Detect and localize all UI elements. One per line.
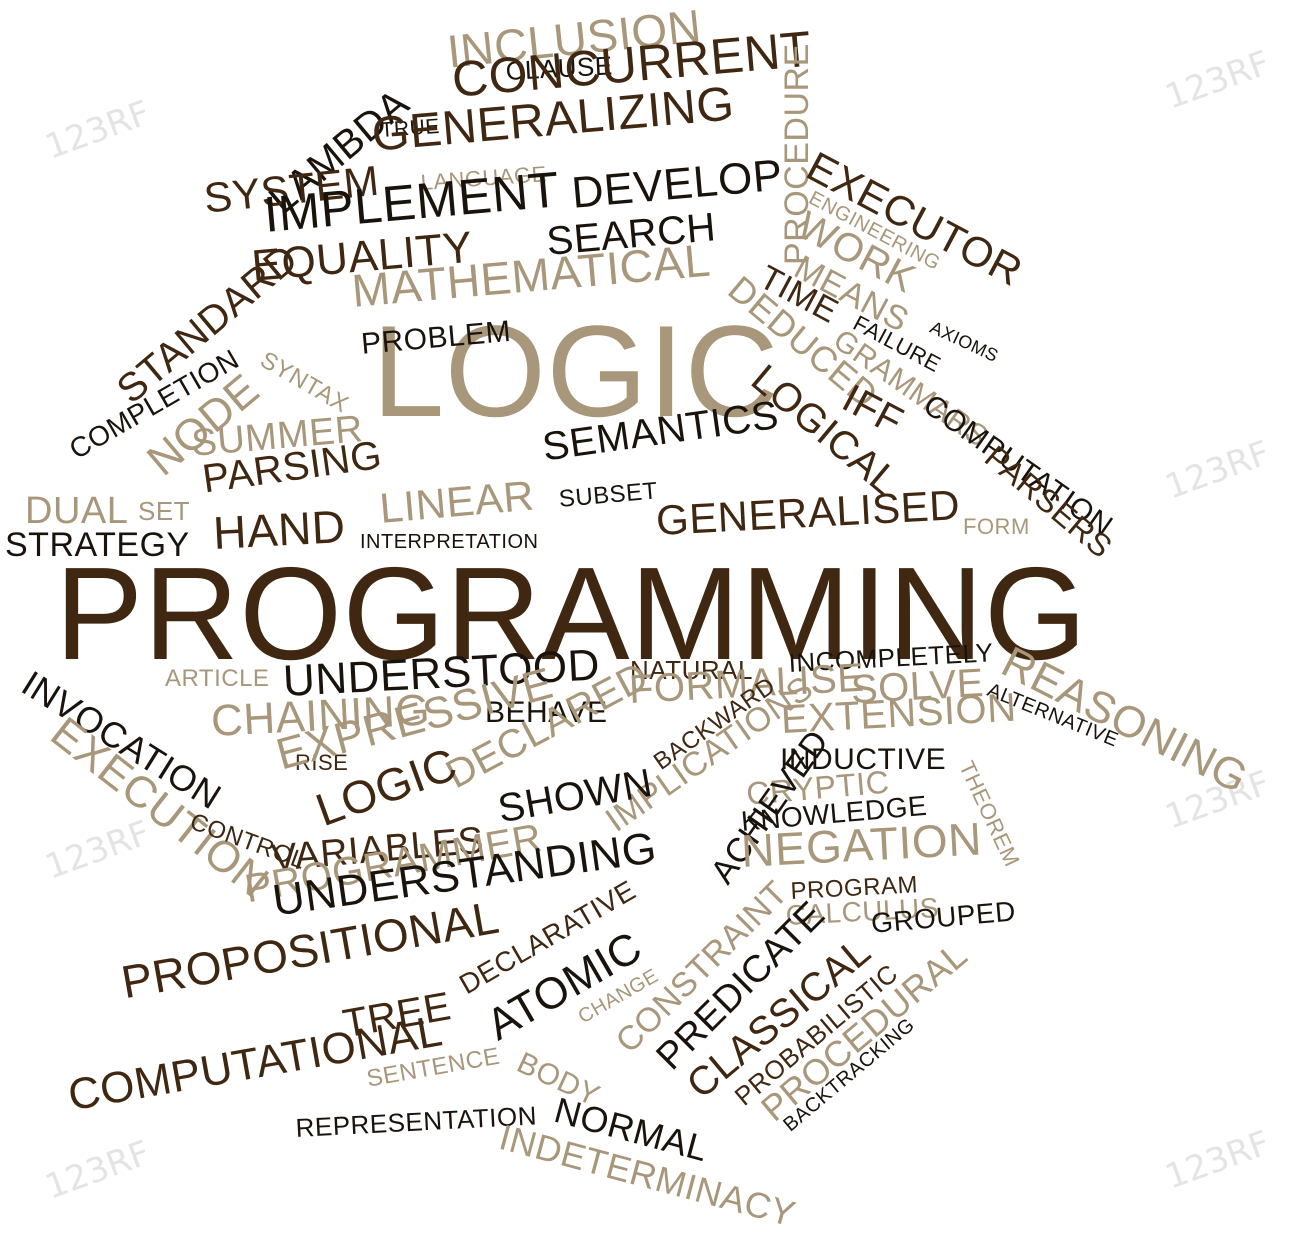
word-develop: DEVELOP (569, 150, 785, 218)
watermark-logo: 123RF (40, 813, 156, 888)
word-rise: RISE (295, 750, 349, 775)
word-behave: BEHAVE (485, 696, 608, 729)
word-interpretation: INTERPRETATION (360, 531, 539, 553)
word-logic: LOGIC (372, 298, 780, 444)
word-form: FORM (963, 514, 1030, 539)
word-dual: DUAL (25, 490, 129, 532)
word-reasoning: REASONING (994, 637, 1256, 803)
word-strategy: STRATEGY (5, 526, 190, 564)
word-inductive: INDUCTIVE (780, 743, 947, 776)
watermark-logo: 123RF (40, 93, 156, 168)
word-set: SET (138, 496, 191, 526)
word-negation: NEGATION (739, 812, 984, 877)
word-linear: LINEAR (377, 471, 536, 532)
watermark-logo: 123RF (1160, 43, 1276, 118)
word-generalised: GENERALISED (654, 481, 962, 544)
word-hand: HAND (211, 500, 347, 559)
word-generalizing: GENERALIZING (369, 77, 737, 162)
watermark-logo: 123RF (1160, 1123, 1276, 1198)
watermark-logo: 123RF (40, 1133, 156, 1208)
watermark-logo: 123RF (1160, 433, 1276, 508)
word-article: ARTICLE (165, 665, 270, 692)
word-programming: PROGRAMMING (55, 540, 1088, 687)
word-natural: NATURAL (630, 655, 753, 685)
word-subset: SUBSET (557, 477, 659, 513)
word-syntax: SYNTAX (255, 346, 354, 419)
